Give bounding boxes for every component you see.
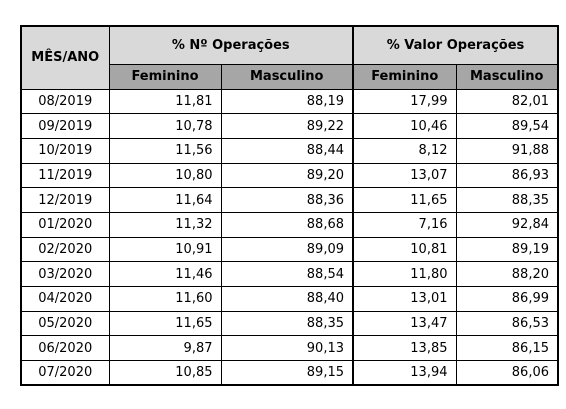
value-cell: 88,20 xyxy=(455,261,559,287)
value-cell: 13,01 xyxy=(352,286,457,312)
value-cell: 10,78 xyxy=(108,113,222,139)
table-row: 02/2020 10,91 89,09 10,81 89,19 xyxy=(20,236,559,263)
header-row: MÊS/ANO % Nº Operações % Valor Operações xyxy=(20,25,559,90)
value-cell: 89,54 xyxy=(455,113,559,139)
table-row: 06/2020 9,87 90,13 13,85 86,15 xyxy=(20,335,559,362)
value-cell: 8,12 xyxy=(352,137,457,164)
table-row: 09/2019 10,78 89,22 10,46 89,54 xyxy=(20,113,559,139)
value-cell: 91,88 xyxy=(455,137,559,164)
table-row: 05/2020 11,65 88,35 13,47 86,53 xyxy=(20,310,559,337)
value-cell: 10,80 xyxy=(108,162,222,189)
table-row: 07/2020 10,85 89,15 13,94 86,06 xyxy=(20,360,559,386)
month-cell: 07/2020 xyxy=(20,360,110,386)
table-head: MÊS/ANO % Nº Operações % Valor Operações… xyxy=(20,25,559,90)
month-cell: 05/2020 xyxy=(20,310,110,337)
value-cell: 89,19 xyxy=(455,236,559,263)
value-cell: 11,32 xyxy=(108,211,222,238)
month-header: MÊS/ANO xyxy=(20,25,110,90)
month-cell: 10/2019 xyxy=(20,137,110,164)
value-cell: 89,09 xyxy=(220,236,354,263)
value-cell: 88,68 xyxy=(220,211,354,238)
value-cell: 88,36 xyxy=(220,187,354,213)
value-cell: 92,84 xyxy=(455,211,559,238)
value-cell: 11,81 xyxy=(108,88,222,115)
data-table: MÊS/ANO % Nº Operações % Valor Operações… xyxy=(20,25,559,387)
value-cell: 86,53 xyxy=(455,310,559,337)
value-cell: 13,47 xyxy=(352,310,457,337)
value-cell: 88,54 xyxy=(220,261,354,287)
value-cell: 89,15 xyxy=(220,360,354,386)
value-cell: 88,35 xyxy=(220,310,354,337)
value-cell: 7,16 xyxy=(352,211,457,238)
table-row: 08/2019 11,81 88,19 17,99 82,01 xyxy=(20,88,559,115)
subheader: Feminino xyxy=(108,63,222,90)
value-cell: 10,46 xyxy=(352,113,457,139)
value-cell: 86,99 xyxy=(455,286,559,312)
value-cell: 11,60 xyxy=(108,286,222,312)
subheader: Feminino xyxy=(352,63,457,90)
value-cell: 17,99 xyxy=(352,88,457,115)
value-cell: 86,06 xyxy=(455,360,559,386)
value-cell: 82,01 xyxy=(455,88,559,115)
subheader: Masculino xyxy=(220,63,354,90)
month-cell: 11/2019 xyxy=(20,162,110,189)
table-row: 01/2020 11,32 88,68 7,16 92,84 xyxy=(20,211,559,238)
subheader-row: Feminino Masculino Feminino Masculino xyxy=(21,63,559,90)
month-cell: 01/2020 xyxy=(20,211,110,238)
value-cell: 89,22 xyxy=(220,113,354,139)
value-cell: 13,94 xyxy=(352,360,457,386)
value-cell: 88,44 xyxy=(220,137,354,164)
table-row: 12/2019 11,64 88,36 11,65 88,35 xyxy=(20,187,559,213)
value-cell: 11,65 xyxy=(108,310,222,337)
table-row: 04/2020 11,60 88,40 13,01 86,99 xyxy=(20,286,559,312)
value-cell: 11,64 xyxy=(108,187,222,213)
value-cell: 86,93 xyxy=(455,162,559,189)
table-row: 10/2019 11,56 88,44 8,12 91,88 xyxy=(20,137,559,164)
table-row: 11/2019 10,80 89,20 13,07 86,93 xyxy=(20,162,559,189)
subheader: Masculino xyxy=(455,63,559,90)
month-cell: 06/2020 xyxy=(20,335,110,362)
group-header: % Nº Operações xyxy=(108,25,354,65)
value-cell: 9,87 xyxy=(108,335,222,362)
value-cell: 11,46 xyxy=(108,261,222,287)
table-row: 03/2020 11,46 88,54 11,80 88,20 xyxy=(20,261,559,287)
value-cell: 13,07 xyxy=(352,162,457,189)
value-cell: 88,40 xyxy=(220,286,354,312)
month-cell: 08/2019 xyxy=(20,88,110,115)
value-cell: 90,13 xyxy=(220,335,354,362)
value-cell: 10,81 xyxy=(352,236,457,263)
value-cell: 10,85 xyxy=(108,360,222,386)
value-cell: 11,65 xyxy=(352,187,457,213)
month-cell: 12/2019 xyxy=(20,187,110,213)
value-cell: 88,19 xyxy=(220,88,354,115)
value-cell: 86,15 xyxy=(455,335,559,362)
group-header: % Valor Operações xyxy=(352,25,559,65)
value-cell: 88,35 xyxy=(455,187,559,213)
month-cell: 09/2019 xyxy=(20,113,110,139)
value-cell: 89,20 xyxy=(220,162,354,189)
month-cell: 04/2020 xyxy=(20,286,110,312)
table-body: 08/2019 11,81 88,19 17,99 82,01 09/2019 10,78 8… xyxy=(20,88,559,386)
month-cell: 03/2020 xyxy=(20,261,110,287)
value-cell: 11,80 xyxy=(352,261,457,287)
month-cell: 02/2020 xyxy=(20,236,110,263)
value-cell: 11,56 xyxy=(108,137,222,164)
value-cell: 13,85 xyxy=(352,335,457,362)
value-cell: 10,91 xyxy=(108,236,222,263)
